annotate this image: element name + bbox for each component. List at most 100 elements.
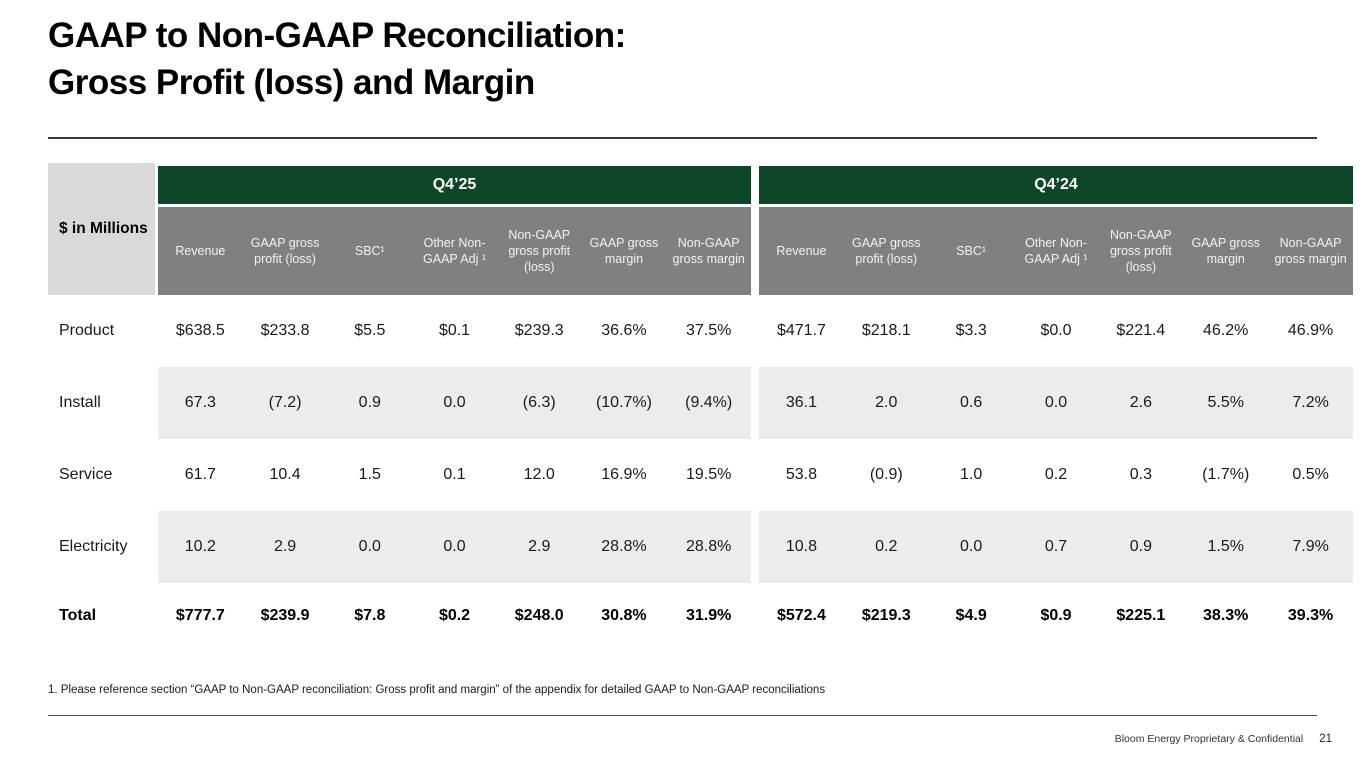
table-cell: (10.7%) [595,394,652,411]
page-title-line1: GAAP to Non-GAAP Reconciliation: [48,16,626,55]
row-label: Total [59,607,97,624]
table-cell: 28.8% [685,538,732,555]
table-cell: 2.9 [273,538,297,555]
column-header: Other Non-GAAP Adj ¹ [1024,235,1088,266]
table-cell: $218.1 [861,322,911,339]
row-section-q424: $572.4 $219.3 $4.9 $0.9 $225.1 38.3% 39.… [759,583,1353,649]
column-headers-q424: Revenue GAAP gross profit (loss) SBC¹ Ot… [759,207,1353,295]
table-cell: 2.6 [1129,394,1152,411]
row-label: Product [59,322,115,339]
banner-q424: Q4’24 [759,166,1353,204]
row-section-q425: $638.5 $233.8 $5.5 $0.1 $239.3 36.6% 37.… [158,295,751,367]
footer-divider [48,715,1317,716]
table-cell: 0.0 [358,538,381,555]
table-cell: 0.9 [358,394,381,411]
section-q425: Q4’25 Revenue GAAP gross profit (loss) S… [158,163,751,295]
table-cell: 0.9 [1129,538,1152,555]
table-row-product: Product $638.5 $233.8 $5.5 $0.1 $239.3 3… [48,295,1353,367]
row-section-q424: 53.8 (0.9) 1.0 0.2 0.3 (1.7%) 0.5% [759,439,1353,511]
table-cell: 1.0 [960,466,983,483]
table-cell: 10.2 [184,538,216,555]
table-cell: 1.5% [1207,538,1244,555]
row-label: Install [59,394,101,411]
banner-q425: Q4’25 [158,166,751,204]
table-cell: $0.9 [1040,607,1072,624]
table-cell: $239.9 [260,607,310,624]
table-cell: 0.0 [1044,394,1068,411]
table-cell: 37.5% [685,322,732,339]
column-header: GAAP gross margin [589,235,659,266]
table-cell: 0.3 [1129,466,1152,483]
table-cell: $239.3 [514,322,564,339]
table-cell: 19.5% [685,466,732,483]
column-header: Non-GAAP gross margin [672,235,745,266]
table-cell: 61.7 [184,466,216,483]
confidential-label: Bloom Energy Proprietary & Confidential [1114,733,1304,745]
row-section-q425: 61.7 10.4 1.5 0.1 12.0 16.9% 19.5% [158,439,751,511]
table-cell: 0.0 [443,538,466,555]
table-cell: $0.0 [1040,322,1072,339]
table-cell: $0.2 [438,607,471,624]
table-row-service: Service 61.7 10.4 1.5 0.1 12.0 16.9% 19.… [48,439,1353,511]
table-row-electricity: Electricity 10.2 2.9 0.0 0.0 2.9 28.8% 2… [48,511,1353,583]
table-cell: 0.0 [443,394,466,411]
column-header: Non-GAAP gross profit (loss) [1109,227,1172,275]
table-cell: 31.9% [685,607,732,624]
column-header: Non-GAAP gross margin [1274,235,1347,266]
table-cell: $248.0 [514,607,564,624]
table-cell: 0.2 [1044,466,1068,483]
table-cell: 0.5% [1292,466,1329,483]
column-header: GAAP gross profit (loss) [250,235,320,266]
column-header: Revenue [776,243,827,258]
table-cell: 7.2% [1292,394,1329,411]
table-cell: 30.8% [601,607,647,624]
table-cell: $638.5 [175,322,225,339]
table-cell: $4.9 [955,607,987,624]
page-title: GAAP to Non-GAAP Reconciliation: Gross P… [48,12,626,106]
table-cell: (1.7%) [1202,466,1250,483]
footer: Bloom Energy Proprietary & Confidential … [1115,733,1332,745]
table-cell: 2.0 [875,394,898,411]
table-cell: 5.5% [1207,394,1244,411]
table-cell: $777.7 [175,607,225,624]
reconciliation-table: $ in Millions Q4’25 Revenue GAAP gross p… [48,163,1353,649]
table-cell: 0.6 [960,394,983,411]
table-cell: $572.4 [776,607,826,624]
table-cell: $5.5 [354,322,386,339]
table-cell: 0.7 [1044,538,1068,555]
table-cell: 10.4 [269,466,301,483]
row-label: Service [59,466,113,483]
table-cell: 1.5 [358,466,381,483]
table-cell: $219.3 [861,607,911,624]
table-cell: 2.9 [528,538,551,555]
row-label: Electricity [59,538,128,555]
page-title-line2: Gross Profit (loss) and Margin [48,63,535,102]
row-section-q425: 67.3 (7.2) 0.9 0.0 (6.3) (10.7%) (9.4%) [158,367,751,439]
table-cell: 53.8 [785,466,817,483]
table-cell: $225.1 [1116,607,1166,624]
column-header: Other Non-GAAP Adj ¹ [423,235,487,266]
table-cell: 38.3% [1203,607,1249,624]
table-cell: 10.8 [785,538,817,555]
column-header: GAAP gross profit (loss) [852,235,921,266]
table-cell: $7.8 [354,607,386,624]
table-cell: (9.4%) [685,394,733,411]
table-cell: 16.9% [601,466,647,483]
table-cell: $471.7 [776,322,826,339]
table-cell: 0.1 [443,466,466,483]
table-cell: $0.1 [438,322,471,339]
table-header: $ in Millions Q4’25 Revenue GAAP gross p… [48,163,1353,295]
table-cell: 46.2% [1203,322,1249,339]
column-header: SBC¹ [354,243,385,258]
table-cell: 28.8% [601,538,647,555]
footnote: 1. Please reference section “GAAP to Non… [48,684,826,696]
table-cell: 0.2 [875,538,898,555]
table-cell: 0.0 [960,538,983,555]
column-header: Revenue [175,243,226,258]
column-header: Non-GAAP gross profit (loss) [508,227,571,275]
row-section-q424: 10.8 0.2 0.0 0.7 0.9 1.5% 7.9% [759,511,1353,583]
table-cell: (0.9) [869,466,903,483]
table-cell: 12.0 [523,466,555,483]
table-cell: 36.1 [785,394,817,411]
